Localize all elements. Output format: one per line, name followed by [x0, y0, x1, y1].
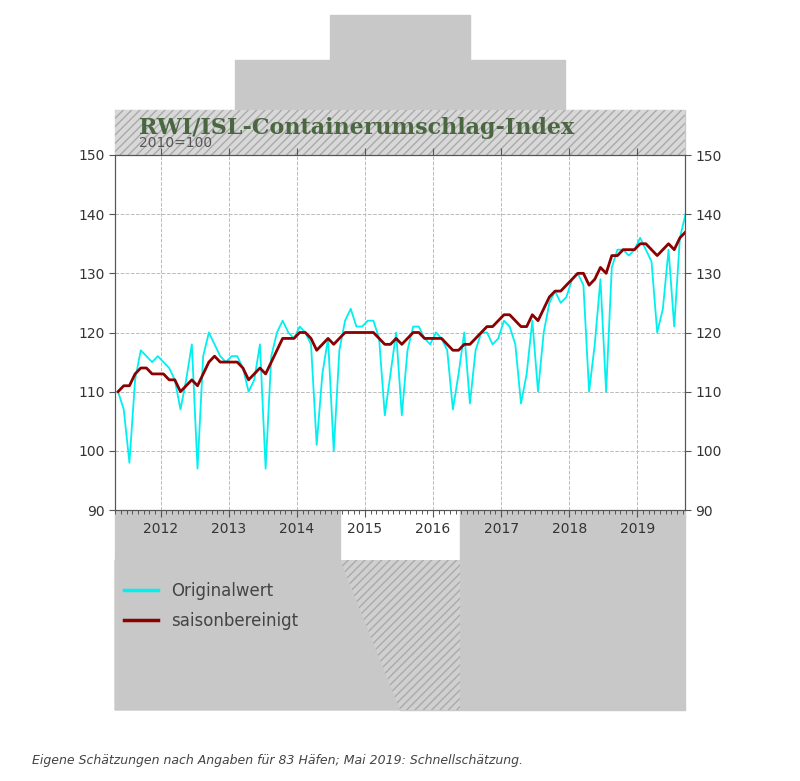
Polygon shape	[115, 560, 400, 710]
Polygon shape	[115, 510, 340, 560]
Text: RWI/ISL-Containerumschlag-Index: RWI/ISL-Containerumschlag-Index	[139, 117, 574, 139]
Polygon shape	[460, 510, 685, 560]
Legend: Originalwert, saisonbereinigt: Originalwert, saisonbereinigt	[118, 576, 305, 637]
Polygon shape	[115, 110, 685, 155]
Polygon shape	[330, 15, 470, 60]
Polygon shape	[115, 110, 685, 155]
Polygon shape	[235, 60, 565, 110]
Text: 2010=100: 2010=100	[139, 136, 212, 150]
Text: Eigene Schätzungen nach Angaben für 83 Häfen; Mai 2019: Schnellschätzung.: Eigene Schätzungen nach Angaben für 83 H…	[32, 754, 523, 767]
Polygon shape	[340, 560, 460, 710]
Polygon shape	[400, 560, 685, 710]
